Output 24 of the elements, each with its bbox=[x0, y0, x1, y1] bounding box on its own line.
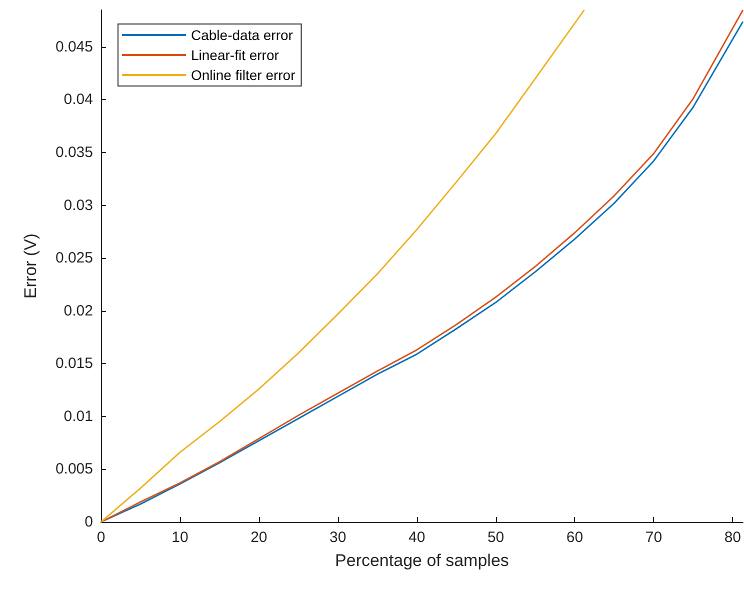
x-tick-label: 20 bbox=[250, 529, 268, 546]
y-tick-label: 0.045 bbox=[55, 38, 93, 56]
y-tick-label: 0.005 bbox=[55, 460, 93, 478]
y-tick-label: 0.02 bbox=[64, 302, 93, 320]
x-axis-title: Percentage of samples bbox=[335, 551, 509, 570]
y-tick-label: 0.01 bbox=[64, 408, 93, 425]
legend-label: Cable-data error bbox=[191, 27, 294, 43]
x-tick-label: 40 bbox=[408, 529, 426, 546]
y-axis-title: Error (V) bbox=[21, 233, 40, 299]
legend-label: Linear-fit error bbox=[191, 47, 280, 63]
y-tick-label: 0 bbox=[84, 514, 93, 530]
x-tick-label: 60 bbox=[566, 529, 584, 546]
x-tick-label: 70 bbox=[645, 529, 662, 546]
y-tick-label: 0.035 bbox=[55, 144, 93, 162]
x-tick-label: 80 bbox=[724, 529, 741, 546]
y-tick-label: 0.025 bbox=[55, 250, 93, 267]
legend-label: Online filter error bbox=[191, 67, 296, 83]
y-tick-label: 0.015 bbox=[55, 355, 93, 372]
y-tick-label: 0.04 bbox=[64, 91, 93, 108]
x-tick-label: 0 bbox=[96, 529, 106, 546]
x-tick-label: 30 bbox=[330, 529, 346, 546]
x-tick-label: 10 bbox=[172, 529, 188, 546]
y-tick-label: 0.03 bbox=[64, 196, 93, 214]
x-tick-label: 50 bbox=[487, 529, 504, 546]
